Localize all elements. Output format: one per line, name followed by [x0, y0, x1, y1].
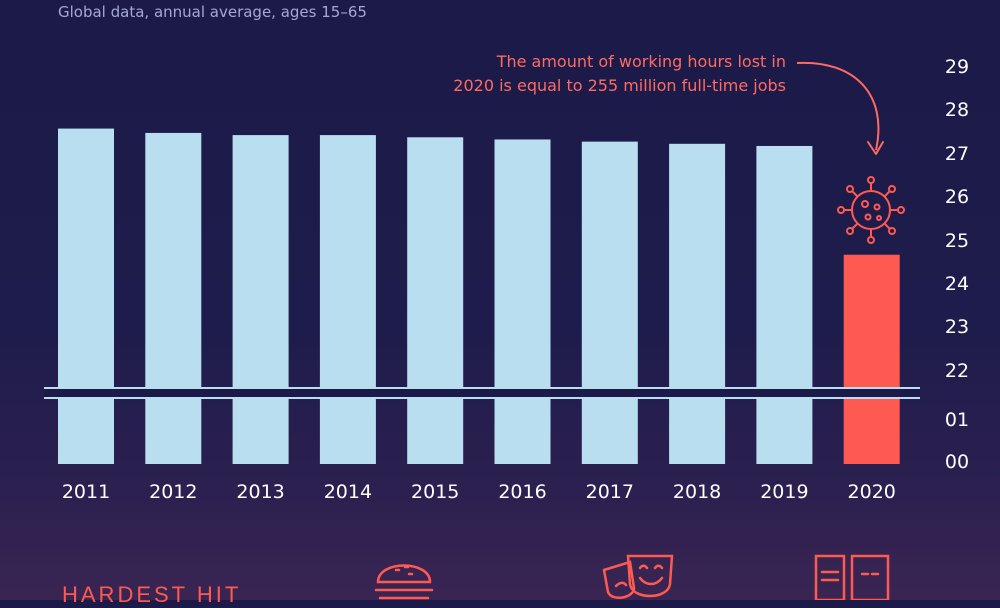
bar-2014 [319, 135, 376, 464]
x-label-2014: 2014 [324, 481, 372, 503]
annotation-arrow [796, 61, 884, 155]
virus-icon [837, 176, 905, 244]
y-label-26: 26 [945, 186, 969, 208]
bar-2012 [145, 132, 202, 465]
bar-2016 [494, 139, 551, 464]
y-label-27: 27 [945, 143, 969, 165]
annotation-line-1: The amount of working hours lost in [496, 52, 786, 71]
x-axis-labels: 2011 2012 2013 2014 2015 2016 2017 2018 2019 2020 [62, 481, 896, 503]
annotation-text: The amount of working hours lost in 2020… [330, 50, 786, 98]
bars [58, 128, 900, 465]
x-label-2013: 2013 [236, 481, 284, 503]
chart-subtitle: Global data, annual average, ages 15–65 [58, 3, 367, 21]
burger-icon [374, 564, 434, 600]
truck-icon [814, 554, 890, 600]
x-label-2016: 2016 [498, 481, 546, 503]
x-label-2020: 2020 [848, 481, 896, 503]
theater-masks-icon [602, 554, 674, 600]
bar-2011 [58, 128, 114, 464]
axis-break [44, 387, 920, 399]
annotation-arrow-head [867, 141, 884, 155]
axis-break-band [44, 388, 920, 398]
y-label-28: 28 [945, 99, 969, 121]
y-label-25: 25 [945, 230, 969, 252]
x-label-2012: 2012 [149, 481, 197, 503]
bar-2013 [232, 135, 289, 464]
x-label-2015: 2015 [411, 481, 459, 503]
bar-2019 [756, 145, 813, 464]
hardest-hit-heading: HARDEST HIT [62, 582, 242, 607]
y-label-01: 01 [945, 409, 969, 431]
x-label-2011: 2011 [62, 481, 110, 503]
bar-2018 [669, 143, 726, 465]
y-label-23: 23 [945, 316, 969, 338]
x-label-2018: 2018 [673, 481, 721, 503]
annotation-arrow-path [796, 61, 880, 151]
y-label-00: 00 [945, 451, 969, 473]
y-label-29: 29 [945, 56, 969, 78]
bar-2020 [843, 254, 900, 464]
annotation-line-2: 2020 is equal to 255 million full-time j… [453, 76, 786, 95]
bar-2017 [581, 141, 638, 464]
x-label-2019: 2019 [760, 481, 808, 503]
y-label-24: 24 [945, 273, 969, 295]
bar-2015 [407, 137, 464, 464]
x-label-2017: 2017 [586, 481, 634, 503]
y-label-22: 22 [945, 360, 969, 382]
y-axis-labels: 00 01 22 23 24 25 26 27 28 29 [945, 56, 969, 473]
